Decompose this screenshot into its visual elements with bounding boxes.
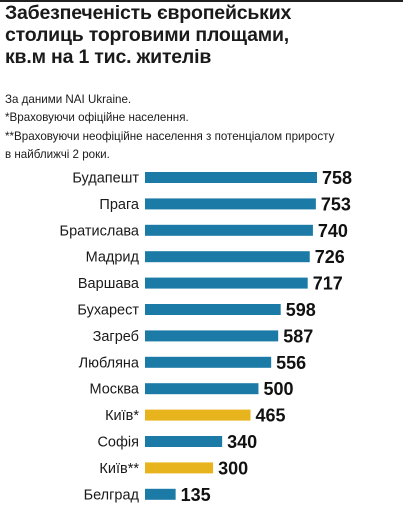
value-label: 465	[256, 406, 286, 426]
bar-highlight	[145, 409, 251, 421]
title-line-1: Забезпеченість європейських	[5, 2, 292, 24]
category-label: Будапешт	[72, 171, 139, 187]
category-label: Бухарест	[77, 303, 139, 319]
bar	[145, 198, 316, 210]
category-label: Загреб	[93, 329, 139, 345]
footnote-official: *Враховуючи офіційне населення.	[5, 111, 189, 125]
bar	[145, 251, 310, 263]
footnote-unofficial-cont: в найближчі 2 роки.	[5, 147, 110, 161]
category-label: Мадрид	[86, 250, 140, 266]
title-line-3: кв.м на 1 тис. жителів	[5, 46, 212, 68]
value-label: 753	[321, 194, 351, 214]
top-rule	[0, 0, 403, 2]
footnote-unofficial: **Враховуючи неофіційне населення з поте…	[5, 129, 335, 143]
value-label: 726	[315, 247, 345, 267]
value-label: 587	[283, 326, 313, 346]
chart-title: Забезпеченість європейських столиць торг…	[5, 2, 400, 68]
category-label: Київ**	[99, 461, 139, 477]
category-label: Варшава	[78, 276, 140, 292]
value-label: 717	[313, 274, 343, 294]
category-label: Москва	[89, 382, 139, 398]
bar	[145, 436, 223, 447]
value-label: 300	[218, 458, 248, 478]
value-label: 758	[322, 168, 352, 188]
value-label: 556	[276, 353, 306, 373]
value-label: 135	[181, 485, 211, 505]
category-label: Любляна	[79, 355, 140, 371]
category-label: Прага	[99, 197, 140, 213]
value-label: 598	[286, 300, 316, 320]
category-label: Софія	[97, 435, 139, 451]
category-label: Київ*	[105, 408, 139, 424]
bar	[145, 304, 281, 315]
value-label: 740	[318, 221, 348, 241]
bar	[145, 356, 272, 368]
category-label: Братислава	[60, 223, 140, 239]
bar	[145, 488, 176, 500]
bar	[145, 172, 317, 183]
title-line-2: столиць торговими площами,	[5, 24, 290, 46]
bar-highlight	[145, 462, 214, 474]
bar	[145, 330, 279, 342]
bar	[145, 224, 313, 236]
category-label: Белград	[84, 487, 140, 503]
bar	[145, 383, 259, 395]
source-notes: За даними NAI Ukraine. *Враховуючи офіці…	[5, 91, 400, 164]
source-note: За даними NAI Ukraine.	[5, 93, 132, 106]
value-label: 340	[227, 432, 257, 452]
value-label: 500	[263, 379, 293, 399]
bar	[145, 277, 308, 289]
